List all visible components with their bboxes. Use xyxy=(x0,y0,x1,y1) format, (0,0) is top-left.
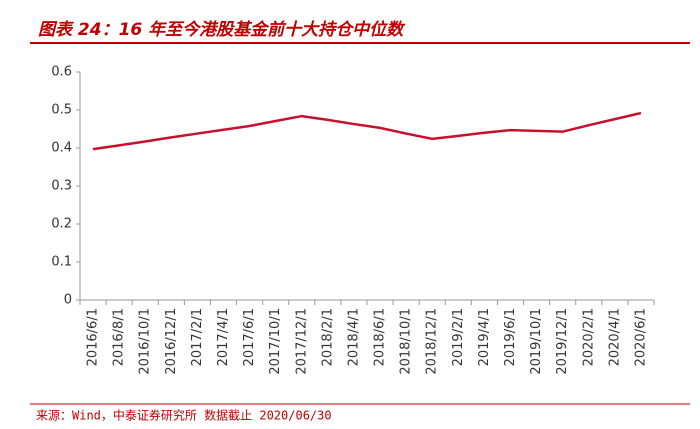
data-line xyxy=(92,111,642,151)
x-tick-label: 2020/4/1 xyxy=(607,308,622,366)
y-tick-label: 0.6 xyxy=(51,65,72,80)
x-tick-label: 2017/4/1 xyxy=(216,308,231,366)
x-tick-label: 2019/4/1 xyxy=(477,308,492,366)
x-tick-label: 2018/4/1 xyxy=(346,308,361,366)
x-tick-label: 2017/10/1 xyxy=(268,308,283,375)
x-tick-label: 2018/2/1 xyxy=(320,308,335,366)
y-tick-label: 0.4 xyxy=(51,141,72,156)
x-tick-label: 2020/2/1 xyxy=(581,308,596,366)
x-tick-label: 2016/6/1 xyxy=(86,308,101,366)
y-tick-label: 0.2 xyxy=(51,217,72,232)
x-tick-label: 2016/12/1 xyxy=(164,308,179,375)
chart-title: 图表 24：16 年至今港股基金前十大持仓中位数 xyxy=(38,20,406,40)
y-tick-label: 0.3 xyxy=(51,179,72,194)
source-note: 来源：Wind，中泰证券研究所 数据截止 2020/06/30 xyxy=(36,408,332,423)
x-tick-label: 2019/2/1 xyxy=(451,308,466,366)
x-tick-label: 2020/6/1 xyxy=(633,308,648,366)
y-tick-label: 0.1 xyxy=(51,255,72,270)
x-tick-label: 2018/10/1 xyxy=(399,308,414,375)
x-tick-label: 2017/6/1 xyxy=(242,308,257,366)
y-tick-label: 0 xyxy=(64,293,72,308)
x-tick-label: 2019/10/1 xyxy=(529,308,544,375)
x-tick-label: 2019/12/1 xyxy=(555,308,570,375)
x-tick-label: 2019/6/1 xyxy=(503,308,518,366)
x-tick-label: 2017/12/1 xyxy=(294,308,309,375)
x-tick-label: 2017/2/1 xyxy=(190,308,205,366)
x-tick-label: 2018/6/1 xyxy=(373,308,388,366)
x-tick-label: 2016/8/1 xyxy=(112,308,127,366)
x-tick-label: 2018/12/1 xyxy=(425,308,440,375)
x-tick-label: 2016/10/1 xyxy=(138,308,153,375)
y-tick-label: 0.5 xyxy=(51,103,72,118)
